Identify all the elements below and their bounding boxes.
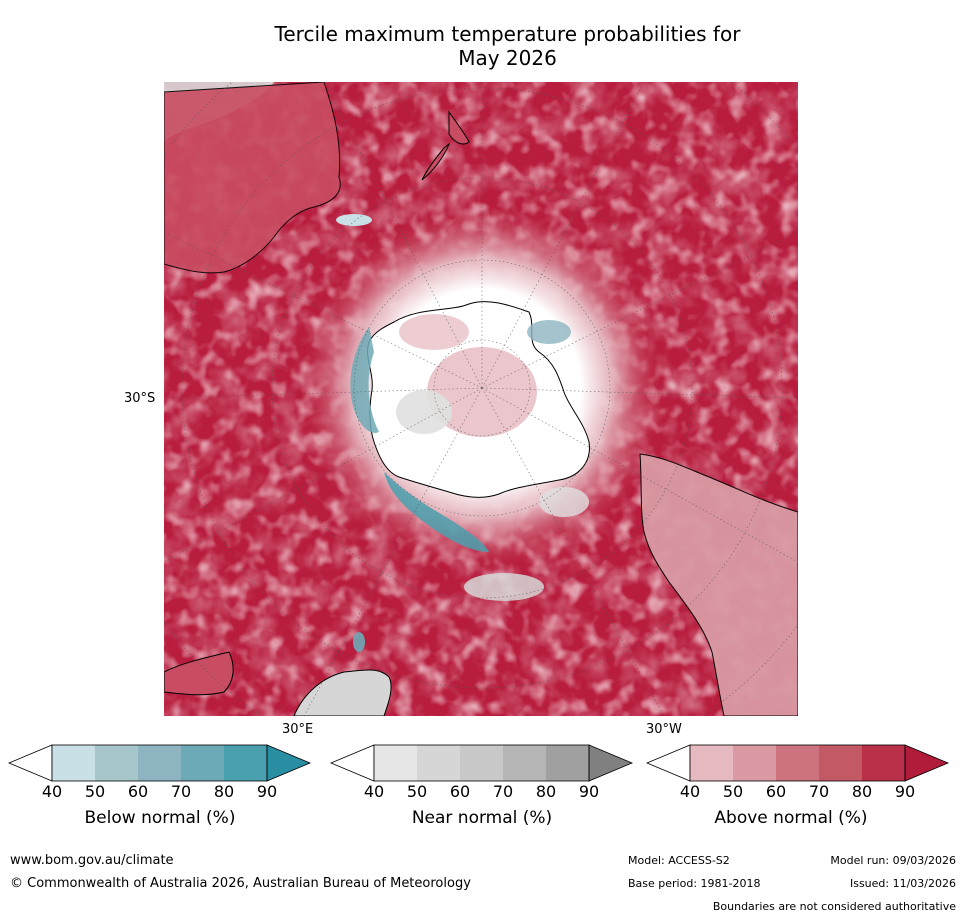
above-swatch-6 — [904, 744, 950, 782]
south-america — [639, 453, 798, 716]
near-normal-patch-southeast — [539, 487, 589, 517]
above-swatch-0 — [645, 744, 691, 782]
below-swatch-0 — [7, 744, 53, 782]
lon-label-30e: 30°E — [282, 722, 314, 737]
above-tick-80: 80 — [851, 782, 873, 801]
colorbar-near-normal: 40 50 60 70 80 90 Near normal (%) — [329, 744, 634, 828]
near-tick-80: 80 — [535, 782, 557, 801]
africa — [293, 669, 392, 716]
title-line-1: Tercile maximum temperature probabilitie… — [274, 22, 741, 46]
footer-model: Model: ACCESS-S2 — [628, 854, 730, 867]
colorbar-below-label: Below normal (%) — [84, 808, 236, 828]
lat-label-30s: 30°S — [124, 391, 156, 406]
below-swatch-1 — [52, 745, 95, 781]
footer-issued: Issued: 11/03/2026 — [849, 877, 956, 890]
above-swatch-1 — [690, 745, 733, 781]
colorbar-below-normal: 40 50 60 70 80 90 Below normal (%) — [7, 744, 312, 828]
footer-copyright: © Commonwealth of Australia 2026, Austra… — [10, 876, 471, 891]
antarctic-interior-grey — [396, 390, 452, 434]
below-swatch-5 — [224, 745, 267, 781]
below-tick-90: 90 — [256, 782, 278, 801]
footer-base-period: Base period: 1981-2018 — [628, 877, 761, 890]
below-normal-west-rim — [350, 327, 379, 433]
antarctic-interior-pink-2 — [399, 314, 469, 350]
near-tick-70: 70 — [492, 782, 514, 801]
above-swatch-4 — [819, 745, 862, 781]
below-swatch-3 — [138, 745, 181, 781]
below-swatch-2 — [95, 745, 138, 781]
near-swatch-3 — [460, 745, 503, 781]
above-tick-90: 90 — [894, 782, 916, 801]
colorbar-below-swatches — [7, 744, 312, 782]
colorbar-above-swatches — [645, 744, 950, 782]
below-normal-small-patch — [353, 632, 365, 652]
antarctic-interior-pink — [427, 347, 537, 437]
near-tick-50: 50 — [406, 782, 428, 801]
footer-model-run: Model run: 09/03/2026 — [830, 854, 956, 867]
above-tick-70: 70 — [808, 782, 830, 801]
near-normal-patch-south — [464, 573, 544, 601]
near-swatch-0 — [329, 744, 375, 782]
below-normal-top-patch — [336, 214, 372, 226]
africa-west — [164, 651, 234, 696]
below-tick-70: 70 — [170, 782, 192, 801]
near-tick-60: 60 — [449, 782, 471, 801]
near-tick-40: 40 — [363, 782, 385, 801]
near-swatch-1 — [374, 745, 417, 781]
chart-title: Tercile maximum temperature probabilitie… — [0, 22, 965, 70]
graticule — [164, 82, 798, 716]
colorbar-below-ticks: 40 50 60 70 80 90 — [8, 782, 312, 802]
australia — [164, 82, 341, 274]
lon-label-30w: 30°W — [646, 722, 682, 737]
footer-website: www.bom.gov.au/climate — [10, 853, 174, 868]
below-tick-80: 80 — [213, 782, 235, 801]
new-zealand-north — [448, 110, 470, 145]
below-normal-south-rim — [384, 472, 489, 552]
above-tick-40: 40 — [679, 782, 701, 801]
colorbar-near-label: Near normal (%) — [411, 808, 553, 828]
above-swatch-2 — [733, 745, 776, 781]
colorbar-near-swatches — [329, 744, 634, 782]
colorbar-above-label: Above normal (%) — [714, 808, 868, 828]
below-swatch-6 — [266, 744, 312, 782]
below-tick-40: 40 — [41, 782, 63, 801]
above-swatch-5 — [862, 745, 905, 781]
footer-disclaimer: Boundaries are not considered authoritat… — [712, 900, 956, 913]
near-swatch-4 — [503, 745, 546, 781]
polar-map — [164, 82, 798, 716]
above-tick-50: 50 — [722, 782, 744, 801]
above-tick-60: 60 — [765, 782, 787, 801]
colorbar-above-ticks: 40 50 60 70 80 90 — [646, 782, 950, 802]
title-line-2: May 2026 — [458, 46, 557, 70]
colorbar-above-normal: 40 50 60 70 80 90 Above normal (%) — [645, 744, 950, 828]
below-tick-60: 60 — [127, 782, 149, 801]
colorbar-near-ticks: 40 50 60 70 80 90 — [330, 782, 634, 802]
near-swatch-5 — [546, 745, 589, 781]
near-swatch-2 — [417, 745, 460, 781]
below-normal-east-patch — [527, 320, 571, 344]
below-tick-50: 50 — [84, 782, 106, 801]
above-swatch-3 — [776, 745, 819, 781]
near-tick-90: 90 — [578, 782, 600, 801]
new-zealand-south — [421, 142, 451, 181]
near-swatch-6 — [588, 744, 634, 782]
below-swatch-4 — [181, 745, 224, 781]
